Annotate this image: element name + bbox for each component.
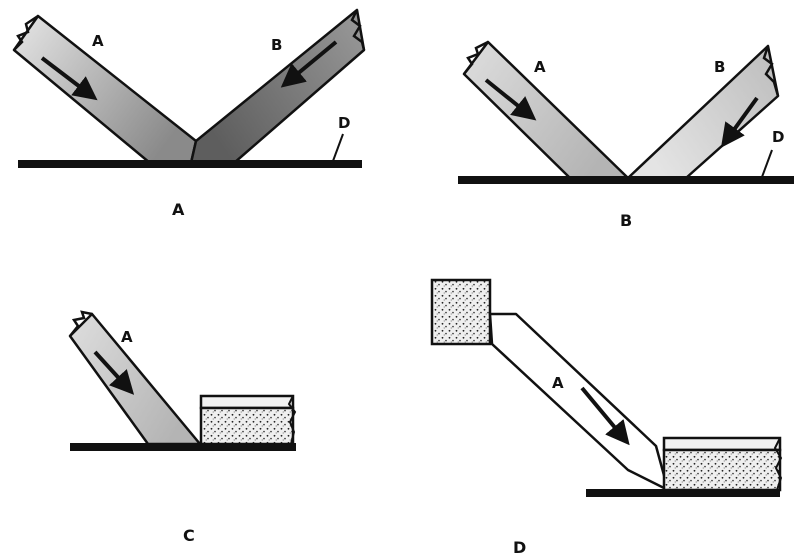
caption-b: B <box>620 211 632 230</box>
plate-c-angled <box>68 310 202 446</box>
arrow-b-left <box>484 78 537 121</box>
surface-d <box>586 489 780 497</box>
block-d-bottom <box>662 436 783 492</box>
label-c-plate-a: A <box>121 328 133 346</box>
arrow-d <box>580 386 630 446</box>
label-a-surface-d: D <box>338 114 350 132</box>
leader-b-d <box>761 149 773 178</box>
caption-c: C <box>183 526 195 545</box>
label-b-plate-a: A <box>534 58 546 76</box>
surface-b <box>458 176 794 184</box>
plate-a-left <box>12 14 198 165</box>
arrow-b-right <box>720 96 759 148</box>
panel-c: A C <box>68 310 297 545</box>
label-a-plate-b: B <box>271 36 282 54</box>
panel-d: A D <box>430 278 783 556</box>
label-b-plate-b: B <box>714 58 725 76</box>
plate-a-right <box>189 8 366 165</box>
arrow-a-right <box>280 40 338 88</box>
label-a-plate-a: A <box>92 32 104 50</box>
panel-a: A B D A <box>12 8 366 219</box>
plate-b-left <box>462 40 630 180</box>
label-b-surface-d: D <box>772 128 784 146</box>
leader-a-d <box>332 133 344 162</box>
surface-c <box>70 443 296 451</box>
block-c <box>199 394 297 446</box>
surface-a <box>18 160 362 168</box>
label-d-electrode-a: A <box>552 374 564 392</box>
panel-b: A B D B <box>458 40 794 230</box>
arrow-a-left <box>40 56 98 101</box>
block-d-top <box>430 278 492 346</box>
caption-d: D <box>513 538 526 556</box>
electrode-d <box>488 312 670 492</box>
plate-b-right <box>626 44 780 180</box>
caption-a: A <box>172 200 185 219</box>
arrow-c <box>93 350 135 395</box>
